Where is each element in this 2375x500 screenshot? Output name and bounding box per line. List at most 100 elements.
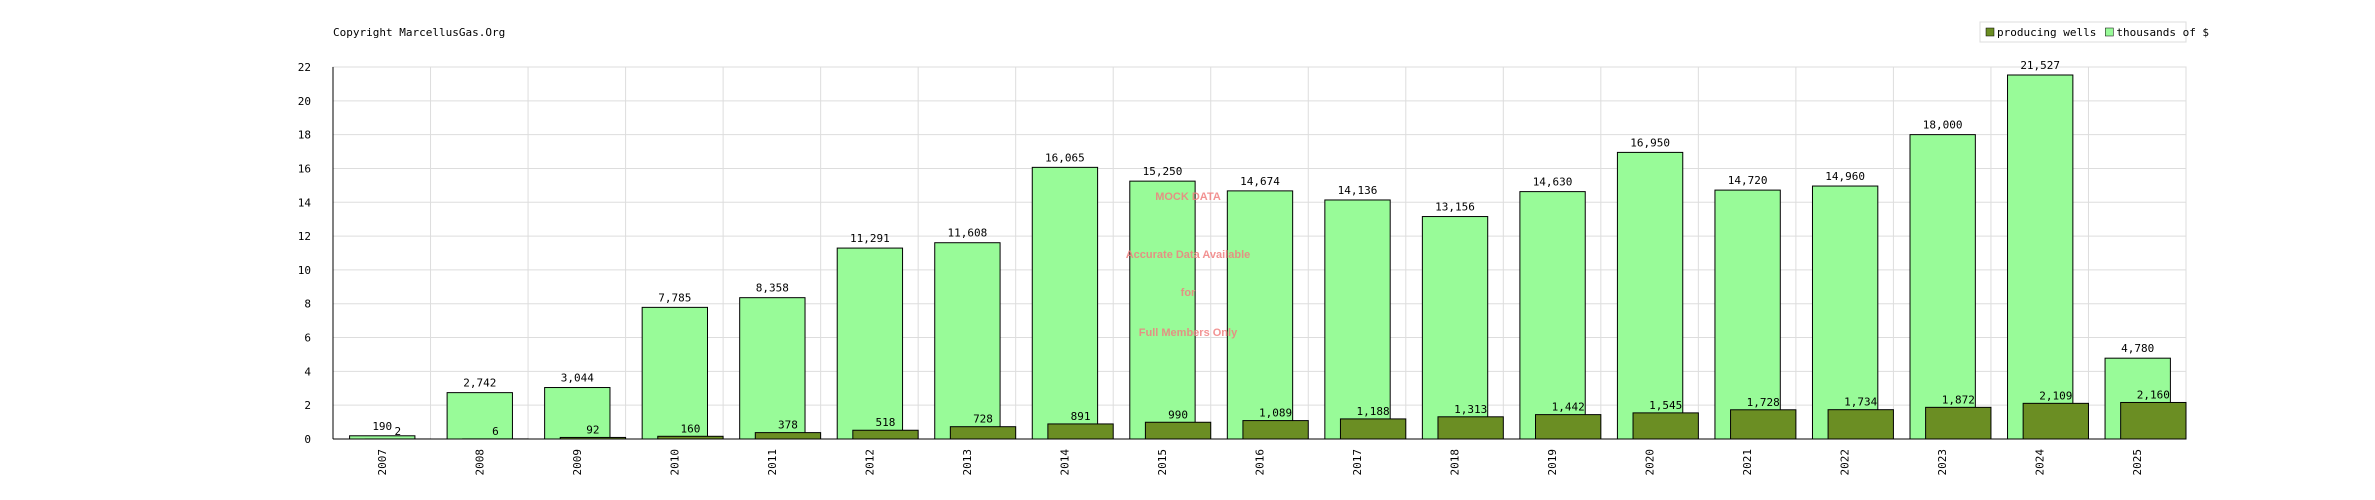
legend-box (1979, 21, 2187, 43)
bar (949, 426, 1017, 440)
x-tick-label: 2009 (571, 449, 584, 476)
y-tick-label: 22 (298, 61, 311, 74)
value-label: 16,065 (1045, 151, 1085, 164)
y-tick-label: 14 (298, 196, 312, 209)
value-label: 1,734 (1844, 396, 1877, 409)
value-label: 8,358 (756, 282, 789, 295)
value-label: 7,785 (658, 291, 691, 304)
bar (1811, 185, 1879, 440)
x-tick-label: 2014 (1058, 449, 1071, 476)
x-tick-label: 2008 (473, 449, 486, 476)
watermark: Accurate Data Available (1126, 249, 1251, 261)
value-label: 92 (586, 423, 599, 436)
bar (1144, 421, 1212, 440)
value-label: 1,545 (1649, 399, 1682, 412)
value-label: 1,442 (1552, 401, 1585, 414)
value-label: 14,630 (1533, 176, 1573, 189)
bar (1421, 216, 1489, 440)
value-label: 990 (1168, 408, 1188, 421)
bar (1519, 191, 1586, 440)
bar (1242, 420, 1309, 440)
bar (739, 297, 806, 440)
bar (657, 435, 724, 440)
bar (559, 436, 627, 440)
legend-swatch (1985, 27, 1995, 37)
bar (1730, 409, 1797, 440)
value-label: 1,089 (1259, 407, 1292, 420)
chart-title: Copyright MarcellusGas.Org (333, 26, 505, 39)
bar (2022, 402, 2089, 440)
bar (1714, 189, 1781, 440)
x-tick-label: 2013 (961, 449, 974, 476)
bar (1226, 190, 1294, 440)
bar (852, 429, 919, 440)
bar (1047, 423, 1114, 440)
bar (1339, 418, 1407, 440)
bar (2007, 74, 2074, 440)
bar (1129, 180, 1196, 440)
bar (1437, 416, 1504, 440)
bar (1534, 414, 1602, 440)
bar (1616, 151, 1684, 440)
bar (1827, 409, 1894, 440)
value-label: 160 (680, 422, 700, 435)
value-label: 11,291 (850, 232, 890, 245)
bar (641, 306, 709, 440)
y-tick-label: 2 (304, 399, 311, 412)
x-tick-label: 2025 (2131, 449, 2144, 476)
value-label: 891 (1071, 410, 1091, 423)
watermark: for (1181, 287, 1196, 299)
value-label: 1,728 (1747, 396, 1780, 409)
x-tick-label: 2022 (1839, 449, 1852, 476)
x-tick-label: 2011 (766, 449, 779, 476)
y-tick-label: 10 (298, 264, 311, 277)
x-tick-label: 2015 (1156, 449, 1169, 476)
bar (1925, 406, 1992, 440)
value-label: 11,608 (948, 227, 988, 240)
value-label: 4,780 (2121, 342, 2154, 355)
value-label: 2,742 (463, 377, 496, 390)
value-label: 2 (395, 425, 402, 438)
watermark: MOCK DATA (1155, 191, 1221, 203)
bar (1632, 412, 1699, 440)
value-label: 728 (973, 413, 993, 426)
x-tick-label: 2018 (1449, 449, 1462, 476)
value-label: 15,250 (1143, 165, 1183, 178)
bar (836, 247, 904, 440)
value-label: 378 (778, 419, 798, 432)
value-label: 518 (876, 416, 896, 429)
legend-swatch (2105, 27, 2114, 37)
value-label: 14,720 (1728, 174, 1768, 187)
y-tick-label: 18 (298, 129, 311, 142)
value-label: 1,313 (1454, 403, 1487, 416)
bar (544, 387, 611, 440)
y-tick-label: 4 (304, 365, 311, 378)
watermark: Full Members Only (1139, 327, 1238, 339)
value-label: 21,527 (2020, 59, 2060, 72)
bar (1909, 134, 1976, 440)
y-tick-label: 16 (298, 162, 311, 175)
bar (1324, 199, 1391, 440)
value-label: 190 (372, 420, 392, 433)
value-label: 16,950 (1630, 136, 1670, 149)
x-tick-label: 2010 (668, 449, 681, 476)
y-tick-label: 8 (304, 298, 311, 311)
y-tick-label: 6 (304, 332, 311, 345)
x-tick-label: 2012 (863, 449, 876, 476)
bar (1031, 166, 1099, 440)
value-label: 1,872 (1942, 393, 1975, 406)
x-tick-label: 2024 (2034, 449, 2047, 476)
bar (2120, 401, 2187, 440)
bar (446, 392, 513, 440)
value-label: 18,000 (1923, 119, 1963, 132)
y-tick-label: 12 (298, 230, 311, 243)
x-tick-label: 2020 (1644, 449, 1657, 476)
x-tick-label: 2016 (1254, 449, 1267, 476)
legend-label: producing wells (1997, 26, 2096, 39)
value-label: 6 (492, 425, 499, 438)
x-tick-label: 2017 (1351, 449, 1364, 476)
value-label: 13,156 (1435, 201, 1475, 214)
value-label: 1,188 (1357, 405, 1390, 418)
value-label: 2,160 (2137, 388, 2170, 401)
